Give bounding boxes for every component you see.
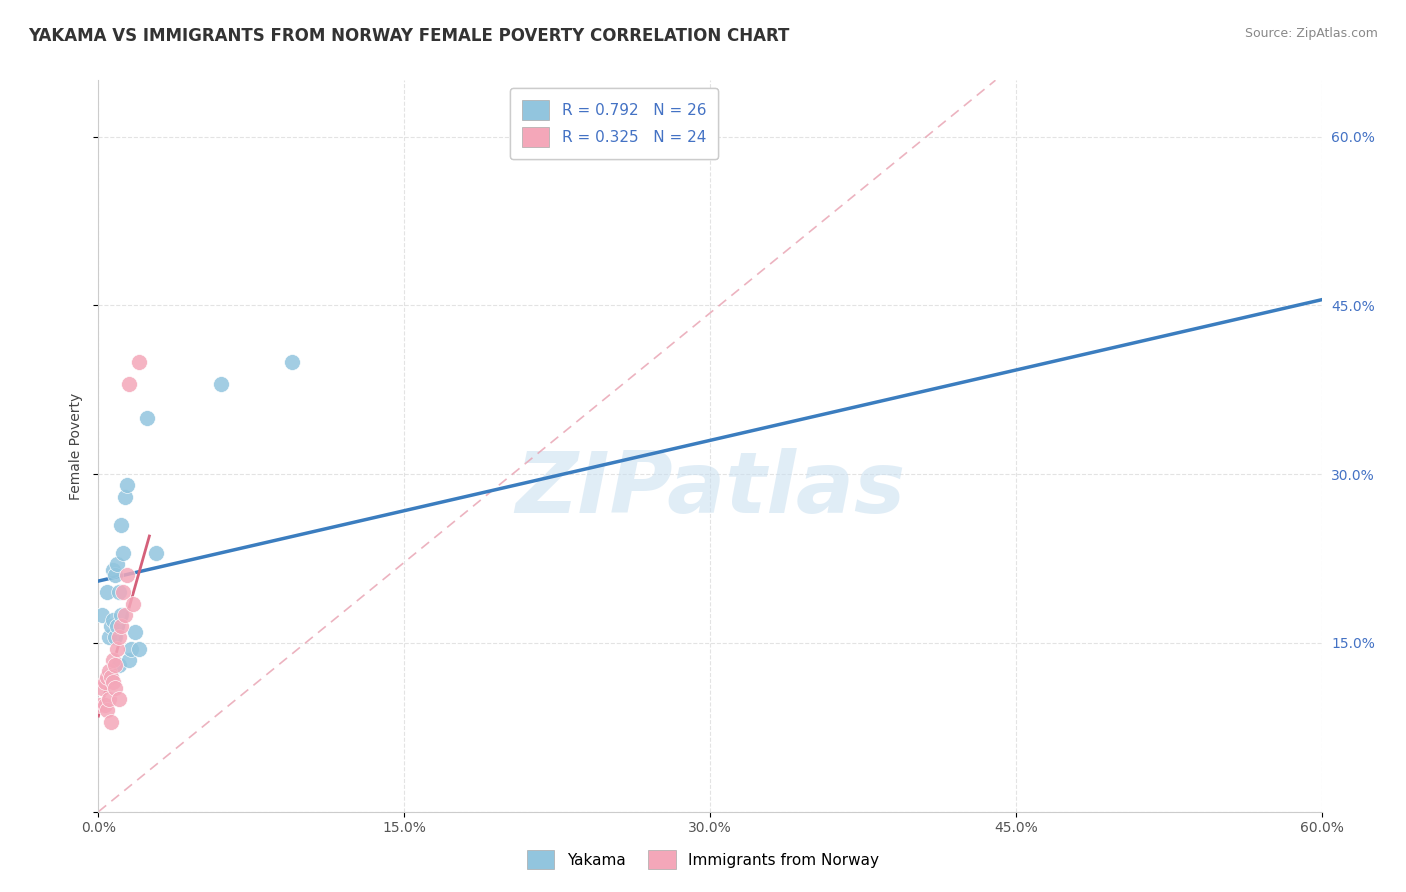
Point <box>104 630 127 644</box>
Point <box>111 546 134 560</box>
Point <box>108 692 131 706</box>
Point <box>101 653 124 667</box>
Point <box>100 619 122 633</box>
Point <box>118 377 141 392</box>
Point <box>105 641 128 656</box>
Point <box>101 563 124 577</box>
Point <box>120 641 142 656</box>
Point <box>93 675 115 690</box>
Point <box>100 670 122 684</box>
Point <box>91 607 114 622</box>
Point <box>108 585 131 599</box>
Point <box>100 714 122 729</box>
Point <box>101 614 124 628</box>
Point <box>128 354 150 368</box>
Point <box>110 517 132 532</box>
Point <box>115 478 138 492</box>
Point <box>111 585 134 599</box>
Point <box>136 410 159 425</box>
Point <box>104 658 127 673</box>
Point <box>104 681 127 695</box>
Point <box>281 354 304 368</box>
Legend: R = 0.792   N = 26, R = 0.325   N = 24: R = 0.792 N = 26, R = 0.325 N = 24 <box>510 88 718 160</box>
Point <box>104 568 127 582</box>
Point <box>100 670 122 684</box>
Y-axis label: Female Poverty: Female Poverty <box>69 392 83 500</box>
Point <box>145 546 167 560</box>
Point <box>108 658 131 673</box>
Point <box>96 670 118 684</box>
Point <box>105 619 128 633</box>
Point <box>209 377 232 392</box>
Text: Source: ZipAtlas.com: Source: ZipAtlas.com <box>1244 27 1378 40</box>
Point <box>110 619 132 633</box>
Text: ZIPatlas: ZIPatlas <box>515 449 905 532</box>
Point <box>122 597 145 611</box>
Point <box>93 698 115 712</box>
Point <box>124 624 146 639</box>
Point <box>89 698 111 712</box>
Point <box>91 681 114 695</box>
Text: YAKAMA VS IMMIGRANTS FROM NORWAY FEMALE POVERTY CORRELATION CHART: YAKAMA VS IMMIGRANTS FROM NORWAY FEMALE … <box>28 27 790 45</box>
Point <box>101 675 124 690</box>
Point <box>128 641 150 656</box>
Point <box>97 630 120 644</box>
Point <box>114 490 136 504</box>
Point <box>108 630 131 644</box>
Point <box>118 653 141 667</box>
Point <box>97 664 120 678</box>
Point <box>115 568 138 582</box>
Legend: Yakama, Immigrants from Norway: Yakama, Immigrants from Norway <box>520 844 886 875</box>
Point <box>97 692 120 706</box>
Point <box>96 703 118 717</box>
Point <box>96 585 118 599</box>
Point <box>114 607 136 622</box>
Point <box>105 557 128 571</box>
Point <box>110 607 132 622</box>
